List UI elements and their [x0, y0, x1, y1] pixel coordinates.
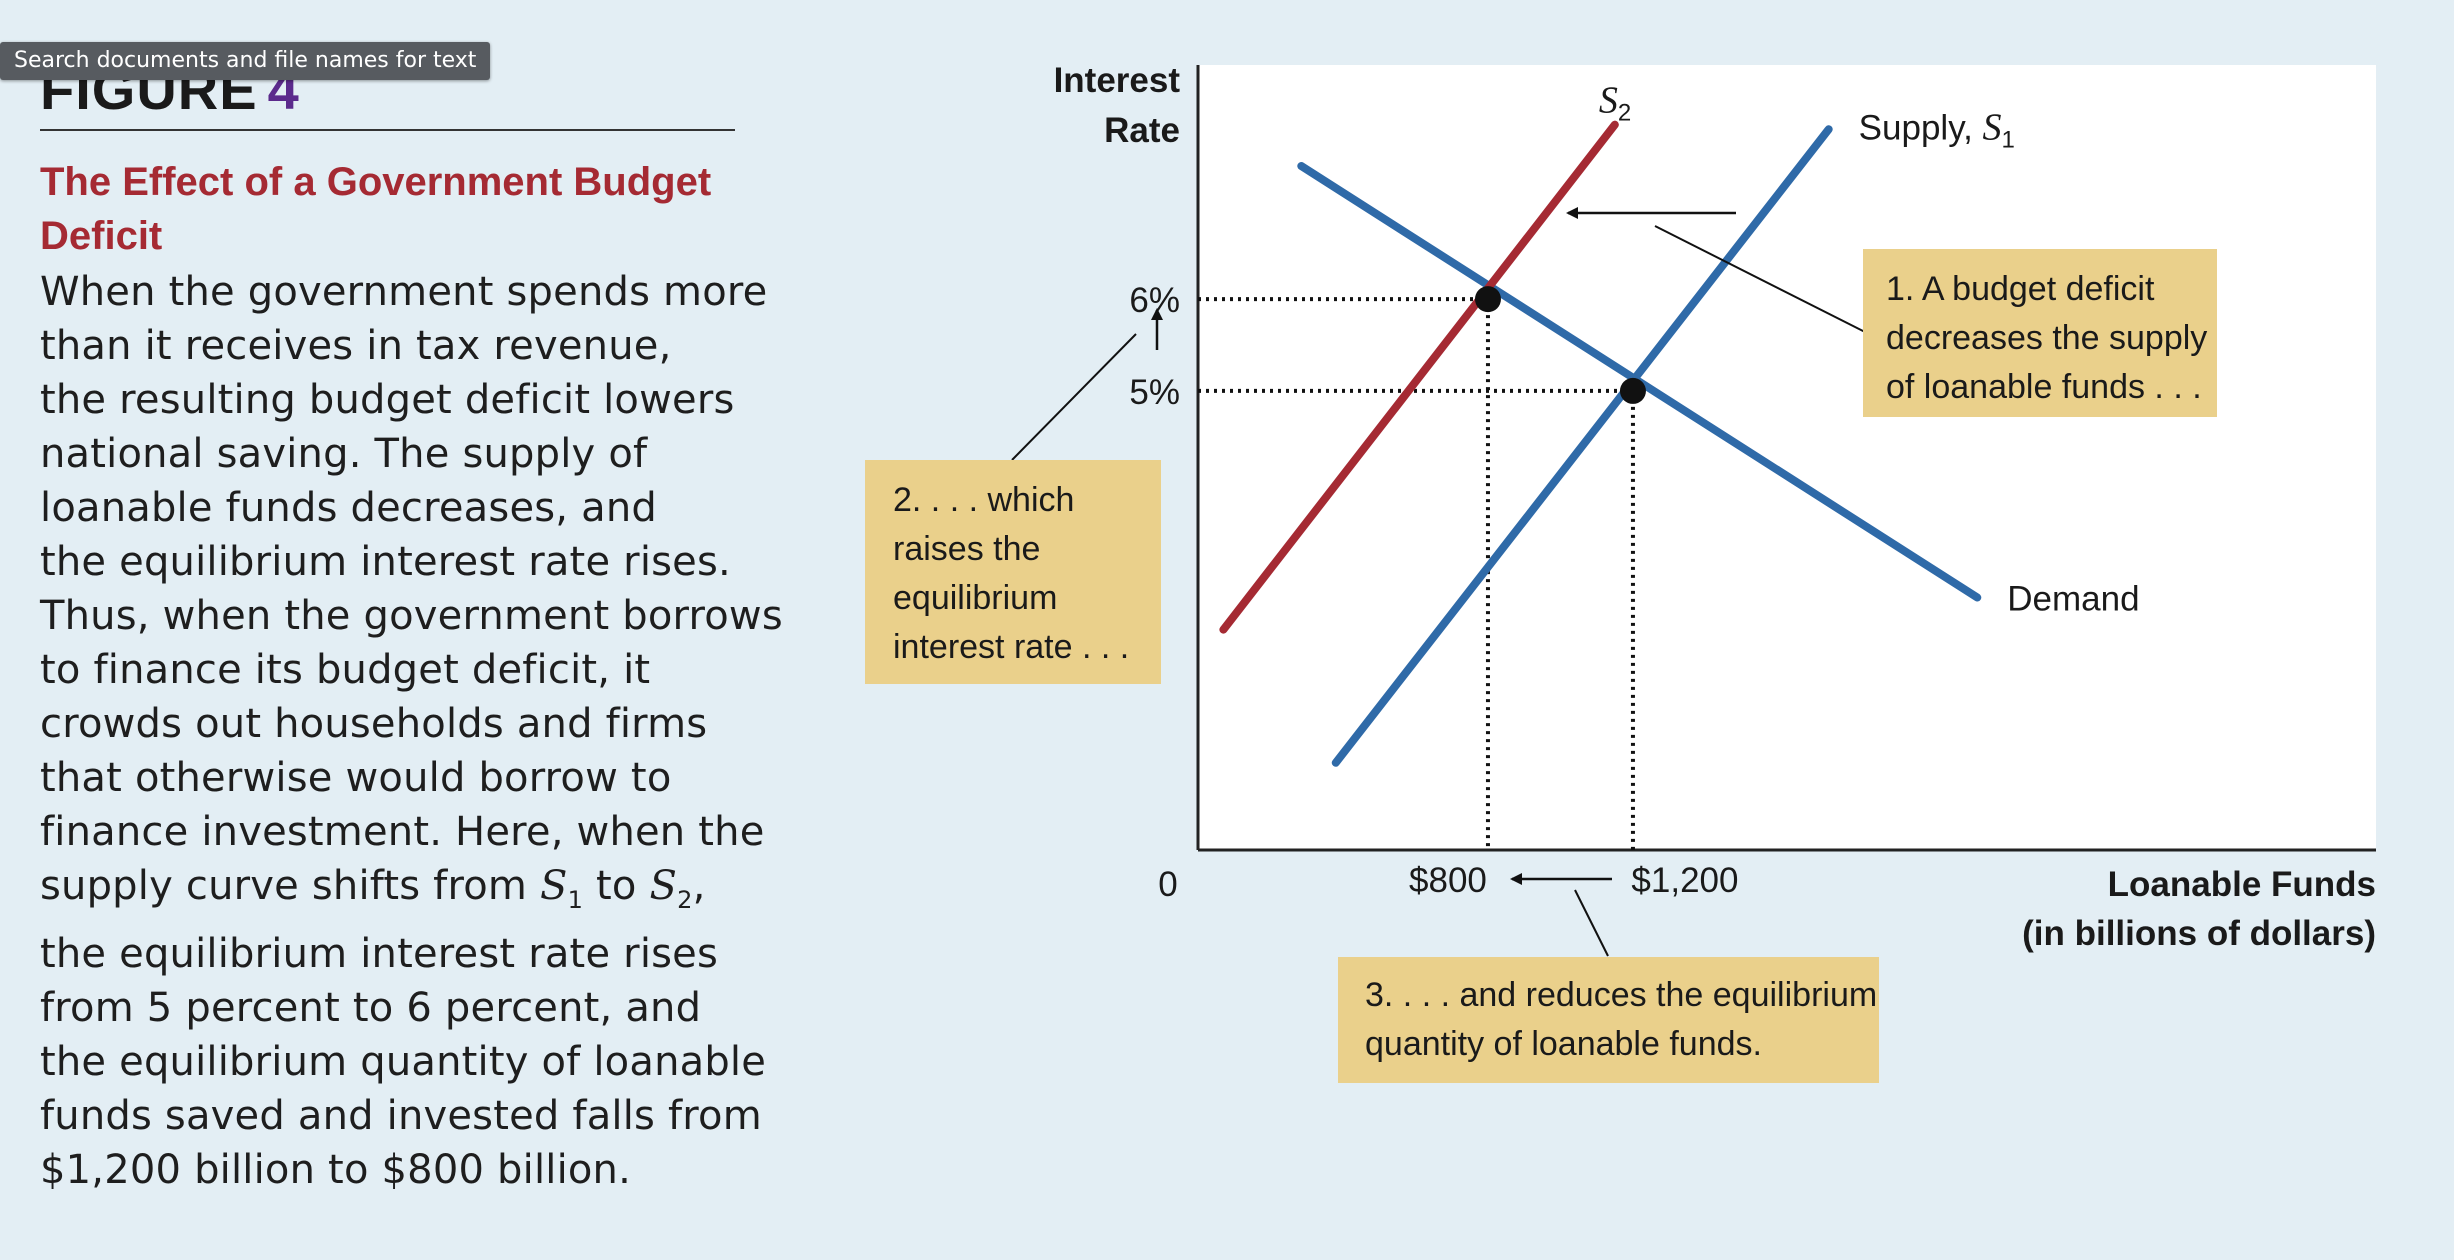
figure-text-panel: FIGURE 4 The Effect of a Government Budge…	[40, 55, 783, 1197]
description-line: Thus, when the government borrows	[40, 593, 783, 639]
leader-line	[1011, 333, 1137, 461]
x-axis-label: (in billions of dollars)	[2022, 914, 2376, 953]
description-line: the equilibrium interest rate rises	[40, 931, 719, 977]
annotation-text: interest rate . . .	[893, 628, 1129, 666]
description-line: than it receives in tax revenue,	[40, 323, 672, 369]
figure-title-line: Deficit	[40, 214, 163, 258]
description-line: the equilibrium quantity of loanable	[40, 1039, 767, 1085]
supply-s2-curve	[1219, 120, 1619, 634]
description-line: national saving. The supply of	[40, 431, 648, 477]
y-tick-label: 5%	[1129, 373, 1180, 412]
annotation-text: 1. A budget deficit	[1886, 270, 2155, 308]
description-line: to finance its budget deficit, it	[40, 647, 651, 693]
description-line: the equilibrium interest rate rises.	[40, 539, 731, 585]
equilibrium-point	[1474, 286, 1501, 313]
annotation-text: quantity of loanable funds.	[1365, 1025, 1762, 1063]
demand-label: Demand	[2007, 580, 2139, 619]
description-line: funds saved and invested falls from	[40, 1093, 762, 1139]
figure-description: When the government spends more than it r…	[40, 265, 783, 1197]
supply-s2-label: S2	[1599, 80, 1631, 127]
annotation-box	[1338, 957, 1879, 1083]
figure-title: The Effect of a Government Budget Defici…	[40, 155, 735, 263]
x-tick-label: $1,200	[1631, 861, 1738, 900]
annotation-text: raises the	[893, 530, 1040, 568]
figure-title-line: The Effect of a Government Budget	[40, 160, 712, 204]
y-axis-label: Interest	[1054, 61, 1181, 100]
description-line: $1,200 billion to $800 billion.	[40, 1147, 632, 1193]
leader-line	[1654, 225, 1866, 333]
search-tooltip: Search documents and file names for text	[0, 42, 491, 80]
description-line: crowds out households and firms	[40, 701, 708, 747]
annotation-box	[1863, 249, 2217, 417]
description-line: that otherwise would borrow to	[40, 755, 672, 801]
description-line: When the government spends more	[40, 269, 768, 315]
description-line: the resulting budget deficit lowers	[40, 377, 735, 423]
annotation-text: 3. . . . and reduces the equilibrium	[1365, 976, 1877, 1014]
supply-s1-curve	[1331, 125, 1833, 767]
supply-s1-label: Supply, S1	[1859, 106, 2015, 153]
annotation-text: 2. . . . which	[893, 481, 1074, 519]
plot-area	[1198, 65, 2376, 850]
description-line: finance investment. Here, when the	[40, 809, 765, 855]
description-line: supply curve shifts from S1 to S2,	[40, 863, 706, 914]
y-tick-label: 6%	[1129, 281, 1180, 320]
y-axis-label: Rate	[1104, 111, 1180, 150]
leader-line	[1574, 889, 1609, 957]
annotation-text: equilibrium	[893, 579, 1057, 617]
x-axis-label: Loanable Funds	[2108, 865, 2376, 904]
annotation-box	[865, 460, 1161, 684]
equilibrium-point	[1619, 377, 1646, 404]
annotation-text: of loanable funds . . .	[1886, 368, 2202, 406]
annotation-text: decreases the supply	[1886, 319, 2207, 357]
description-line: loanable funds decreases, and	[40, 485, 657, 531]
origin-label: 0	[1158, 865, 1177, 904]
x-tick-label: $800	[1409, 861, 1487, 900]
description-line: from 5 percent to 6 percent, and	[40, 985, 702, 1031]
